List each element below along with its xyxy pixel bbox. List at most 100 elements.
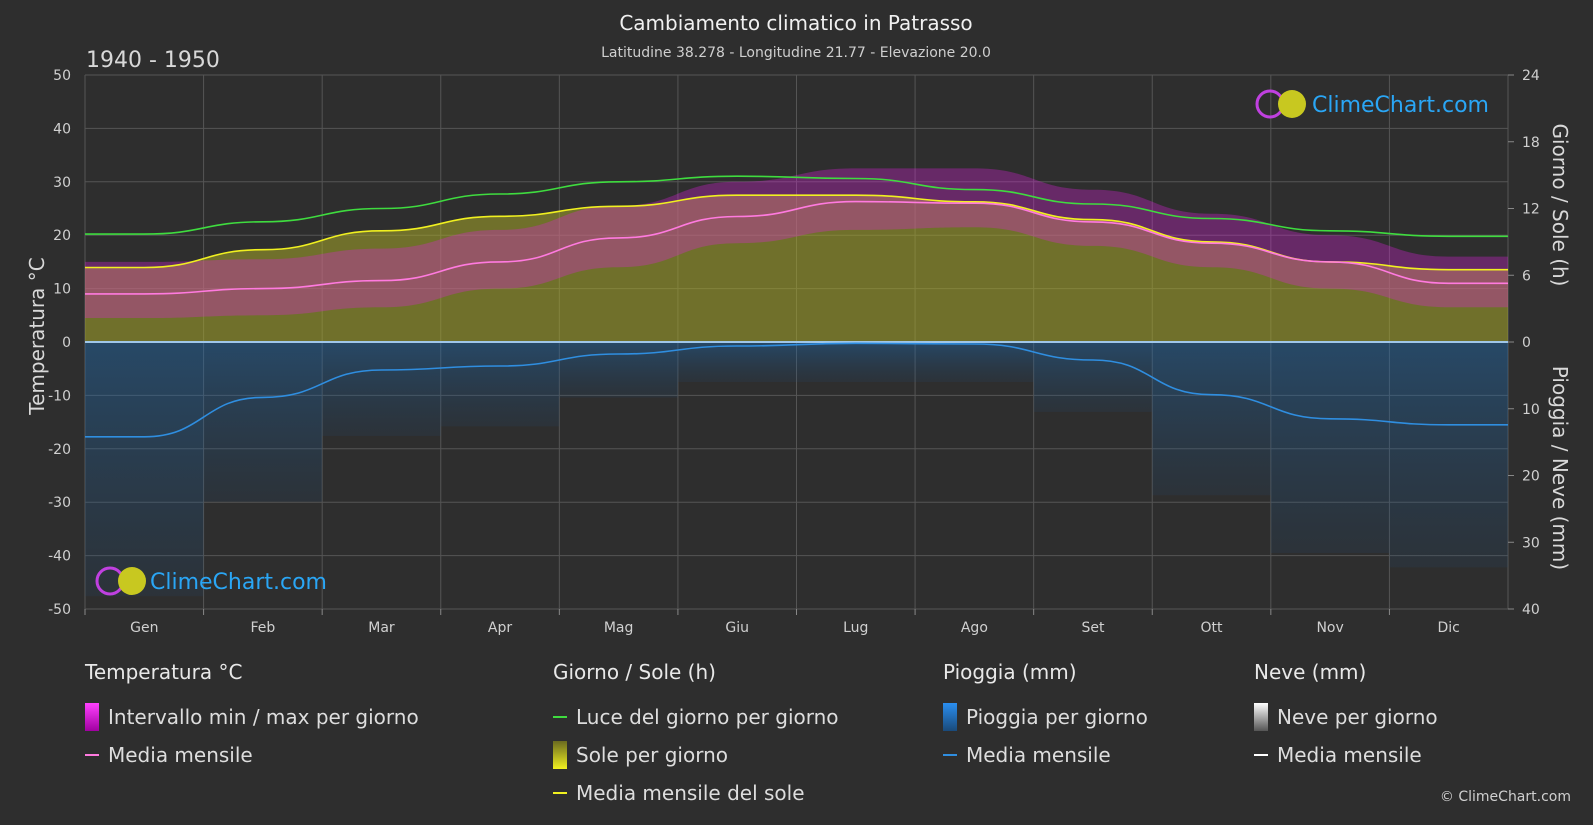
rain-bar	[85, 342, 204, 597]
rain-bar	[796, 342, 916, 383]
right-tick-label: 12	[1522, 202, 1540, 218]
chart-subtitle: Latitudine 38.278 - Longitudine 21.77 - …	[601, 45, 991, 61]
legend-label: Sole per giorno	[576, 743, 729, 767]
period-label: 1940 - 1950	[86, 48, 220, 73]
left-tick-label: 30	[53, 175, 71, 191]
logo-bottom: ClimeChart.com	[95, 566, 327, 596]
legend-rain-title: Pioggia (mm)	[943, 660, 1077, 684]
left-tick-label: -50	[48, 602, 71, 618]
legend-temperature: Temperatura °C Intervallo min / max per …	[85, 660, 419, 774]
right-tick-label: 0	[1522, 335, 1531, 351]
legend-item: Pioggia per giorno	[943, 698, 1148, 736]
rain-bar	[1152, 342, 1271, 496]
left-tick-label: -40	[48, 549, 71, 565]
legend-snow-title: Neve (mm)	[1254, 660, 1367, 684]
right-tick-label: 40	[1522, 602, 1540, 618]
rain-swatch	[943, 703, 957, 731]
daylight-swatch	[553, 716, 567, 718]
rain-bar	[559, 342, 678, 398]
rain-bar	[322, 342, 441, 436]
legend-label: Media mensile	[966, 743, 1111, 767]
rain-bar	[1389, 342, 1508, 568]
rain-bar	[1033, 342, 1153, 412]
temperature-mean-line	[84, 200, 1508, 295]
month-label: Gen	[130, 620, 158, 636]
legend-label: Media mensile del sole	[576, 781, 805, 805]
legend-item: Media mensile del sole	[553, 774, 839, 812]
copyright: © ClimeChart.com	[1439, 789, 1571, 805]
legend-label: Pioggia per giorno	[966, 705, 1148, 729]
rain-mean-line	[85, 342, 1508, 438]
temp-range-swatch	[85, 703, 99, 731]
logo-sun-icon	[1278, 90, 1306, 118]
legend-item: Intervallo min / max per giorno	[85, 698, 419, 736]
left-tick-label: 40	[53, 121, 71, 137]
month-label: Lug	[843, 620, 868, 636]
month-label: Nov	[1316, 620, 1343, 636]
rain-bar	[1270, 342, 1390, 553]
logo-text: ClimeChart.com	[150, 570, 327, 595]
legend-item: Media mensile	[943, 736, 1148, 774]
month-label: Mar	[368, 620, 395, 636]
snow-swatch	[1254, 703, 1268, 731]
left-tick-label: 20	[53, 228, 71, 244]
daylight-line	[85, 175, 1508, 238]
month-label: Apr	[488, 620, 512, 636]
chart-title: Cambiamento climatico in Patrasso	[619, 11, 972, 35]
legend-item: Media mensile	[85, 736, 419, 774]
rain-mean-swatch	[943, 754, 957, 756]
sun-swatch	[553, 741, 567, 769]
month-labels: Gen Feb Mar Apr Mag Giu Lug Ago Set Ott Nov Dic	[84, 609, 1460, 636]
month-label: Ago	[961, 620, 988, 636]
legend-label: Neve per giorno	[1277, 705, 1438, 729]
month-label: Mag	[604, 620, 634, 636]
right-tick-label: 18	[1522, 135, 1540, 151]
rain-bar	[440, 342, 560, 427]
month-label: Giu	[725, 620, 749, 636]
legend-item: Media mensile	[1254, 736, 1438, 774]
logo-sun-icon	[118, 567, 146, 595]
temperature-range-band	[85, 168, 1508, 318]
legend-item: Sole per giorno	[553, 736, 839, 774]
right-tick-label: 24	[1522, 68, 1540, 84]
legend-item: Neve per giorno	[1254, 698, 1438, 736]
left-tick-label: 10	[53, 282, 71, 298]
month-label: Set	[1081, 620, 1105, 636]
month-label: Feb	[250, 620, 275, 636]
rain-bar	[677, 342, 797, 383]
right-axis-ticks: 24 18 12 6 0 10 20 30 40	[1508, 68, 1540, 618]
left-tick-label: 0	[62, 335, 71, 351]
legend-label: Intervallo min / max per giorno	[108, 705, 419, 729]
logo-text: ClimeChart.com	[1312, 93, 1489, 118]
legend-label: Media mensile	[108, 743, 253, 767]
legend-rain: Pioggia (mm) Pioggia per giorno Media me…	[943, 660, 1148, 774]
right-tick-label: 6	[1522, 268, 1531, 284]
month-label: Ott	[1201, 620, 1224, 636]
sun-mean-swatch	[553, 792, 567, 794]
logo-top: ClimeChart.com	[1255, 89, 1489, 119]
legend-label: Media mensile	[1277, 743, 1422, 767]
right-tick-label: 20	[1522, 469, 1540, 485]
right-tick-label: 30	[1522, 535, 1540, 551]
legend-item: Luce del giorno per giorno	[553, 698, 839, 736]
legend-daysun: Giorno / Sole (h) Luce del giorno per gi…	[553, 660, 839, 812]
legend-snow: Neve (mm) Neve per giorno Media mensile	[1254, 660, 1438, 774]
rain-bar	[915, 342, 1034, 383]
left-tick-label: -30	[48, 495, 71, 511]
right-axis-top-label: Giorno / Sole (h)	[1548, 124, 1572, 287]
temp-mean-swatch	[85, 754, 99, 756]
month-label: Dic	[1438, 620, 1460, 636]
right-axis-bottom-label: Pioggia / Neve (mm)	[1548, 366, 1572, 570]
left-axis-label: Temperatura °C	[25, 257, 49, 415]
snow-mean-swatch	[1254, 754, 1268, 756]
legend-label: Luce del giorno per giorno	[576, 705, 839, 729]
legend-temperature-title: Temperatura °C	[85, 660, 243, 684]
left-tick-label: -10	[48, 388, 71, 404]
rain-bar	[203, 342, 323, 502]
left-tick-label: 50	[53, 68, 71, 84]
left-tick-label: -20	[48, 442, 71, 458]
rain-bars	[85, 342, 1508, 597]
left-axis-ticks: 50 40 30 20 10 0 -10 -20 -30 -40 -50	[48, 68, 71, 618]
legend-daysun-title: Giorno / Sole (h)	[553, 660, 716, 684]
